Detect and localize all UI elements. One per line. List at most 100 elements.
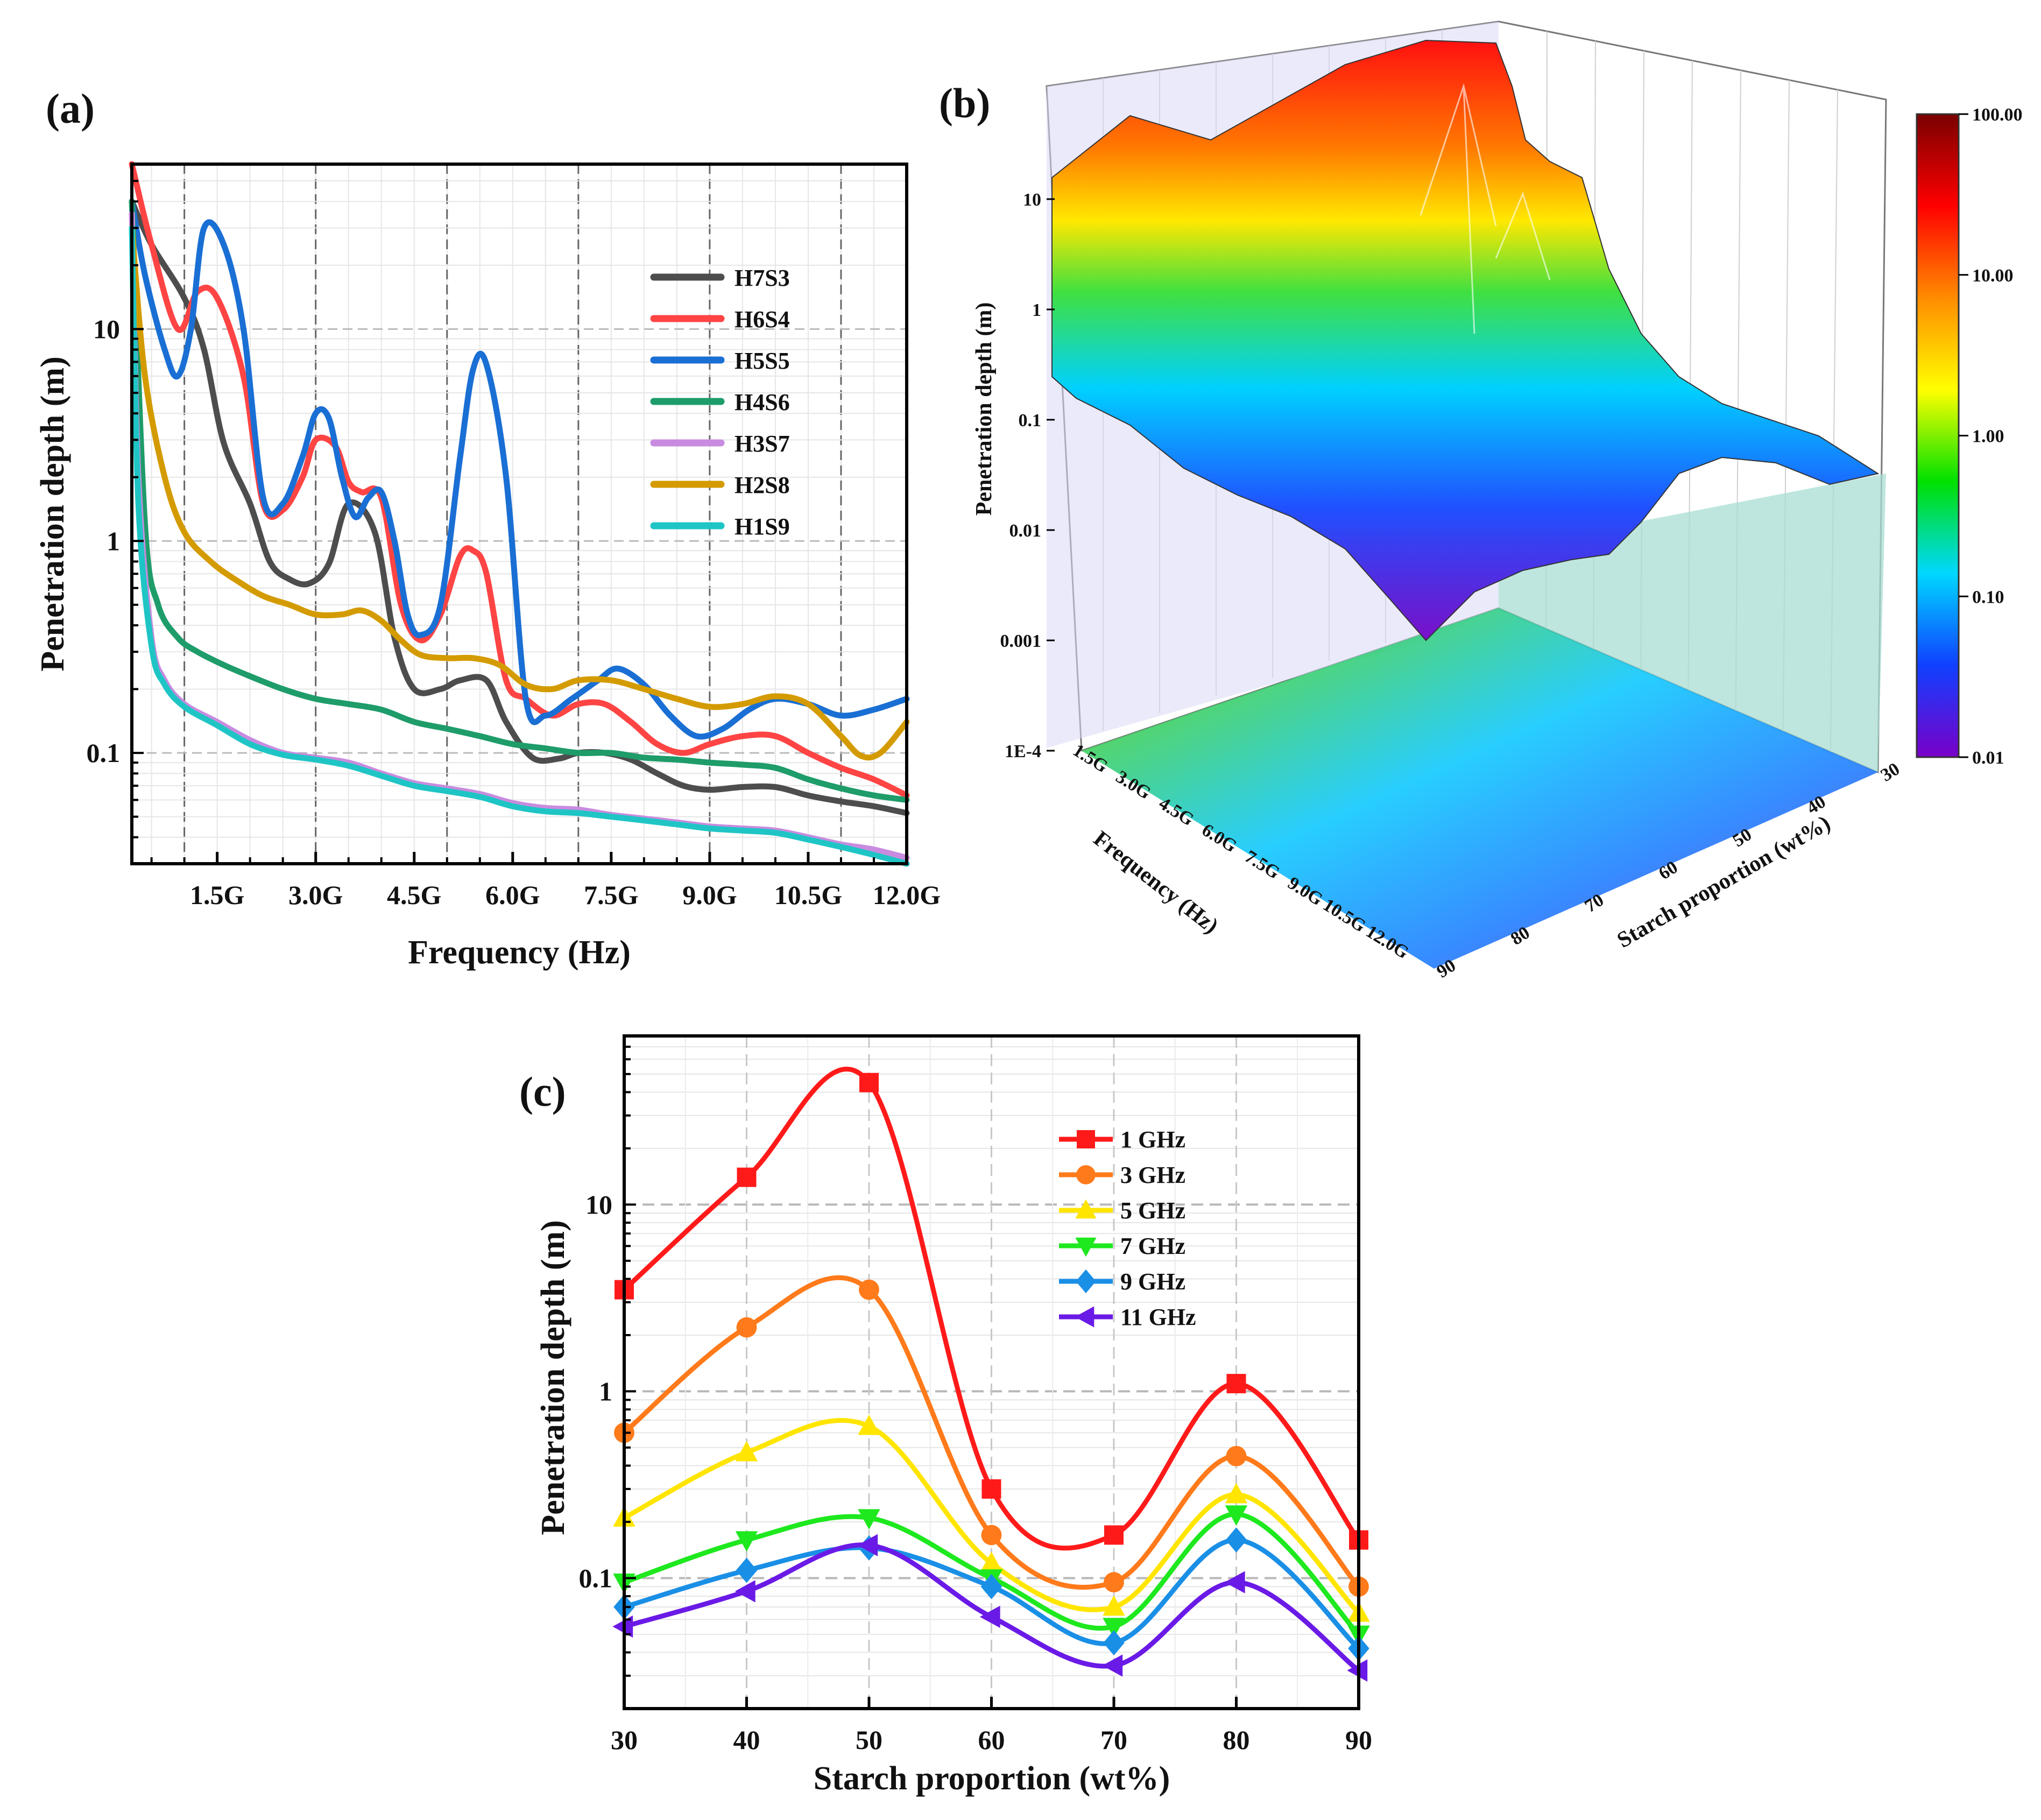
legend-marker xyxy=(1075,1199,1097,1219)
panel-a-ticks: 1.5G 3.0G 4.5G 6.0G 7.5G 9.0G 10.5G 12.0G 0.1 1 10 xyxy=(87,163,941,910)
z-tick-label: 0.01 xyxy=(1009,521,1042,541)
panel-a-legend: H7S3 H6S4 H5S5 H4S6 H3S7 H2S8 H1S9 xyxy=(650,265,790,540)
panel-b-surface xyxy=(1051,39,1880,641)
panel-c-ylabel: Penetration depth (m) xyxy=(535,1220,571,1535)
data-point xyxy=(1226,1445,1247,1466)
y-tick-label: 1 xyxy=(107,526,120,556)
panel-b-surface-peaks xyxy=(1419,83,1551,334)
colorbar-label: 10.00 xyxy=(1972,266,2014,286)
legend-marker xyxy=(1076,1165,1096,1184)
z-tick-label: 1E-4 xyxy=(1005,742,1041,761)
panel-c-label: (c) xyxy=(519,1068,566,1115)
legend-label: H1S9 xyxy=(735,513,790,540)
data-point xyxy=(1225,1505,1248,1526)
x-tick-label: 30 xyxy=(611,1725,638,1755)
panel-a: (a) 1.5G 3.0G 4.5G 6.0G 7.5G 9.0G 10.5G 12.0G 0.… xyxy=(34,85,941,971)
data-point xyxy=(735,1531,758,1552)
x-tick-label: 50 xyxy=(856,1725,882,1755)
legend-marker xyxy=(1077,1130,1095,1148)
colorbar-label: 100.00 xyxy=(1972,105,2023,125)
legend-label: H5S5 xyxy=(735,348,790,374)
panel-c-xlabel: Starch proportion (wt%) xyxy=(814,1760,1170,1797)
legend-label: H3S7 xyxy=(735,431,790,457)
panel-b-colorbar xyxy=(1916,113,1960,758)
series-line-h5s5 xyxy=(129,198,910,740)
panel-a-frame xyxy=(130,163,908,865)
legend-label: H7S3 xyxy=(735,265,790,291)
data-point xyxy=(735,1580,755,1603)
data-point xyxy=(859,1073,879,1092)
series-line-h1s9 xyxy=(129,225,910,867)
legend-marker xyxy=(1076,1269,1096,1294)
colorbar-label: 0.01 xyxy=(1972,748,2004,768)
data-point xyxy=(1225,1483,1248,1504)
x-tick-label: 1.5G xyxy=(190,880,244,910)
data-point xyxy=(736,1557,758,1583)
legend-label: H6S4 xyxy=(735,306,790,333)
z-tick-label: 1 xyxy=(1032,300,1041,320)
panel-c: (c) 30 40 50 60 70 80 90 0.1 1 10 Starch proporti… xyxy=(519,1034,1372,1797)
z-tick-label: 10 xyxy=(1023,190,1041,210)
legend-label: 1 GHz xyxy=(1120,1126,1185,1153)
colorbar-label: 0.10 xyxy=(1972,587,2004,607)
y-tick-label: 10 xyxy=(585,1189,612,1219)
legend-label: 5 GHz xyxy=(1120,1197,1185,1224)
data-point xyxy=(981,1525,1002,1546)
data-point xyxy=(1104,1572,1124,1593)
legend-label: H2S8 xyxy=(735,472,790,498)
data-point xyxy=(1225,1527,1247,1553)
x-tick-label: 80 xyxy=(1223,1725,1250,1755)
panel-a-xlabel: Frequency (Hz) xyxy=(408,934,631,971)
x-tick-label: 10.5G xyxy=(774,880,842,910)
data-point xyxy=(980,1551,1003,1572)
panel-a-series xyxy=(129,161,910,867)
data-point xyxy=(736,1317,757,1338)
legend-label: H4S6 xyxy=(735,389,790,415)
data-point xyxy=(1103,1618,1125,1639)
data-point xyxy=(1226,1374,1246,1394)
data-point xyxy=(858,1414,880,1435)
y-tick-label: 1 xyxy=(599,1376,612,1406)
panel-b-label: (b) xyxy=(939,80,990,126)
z-tick-label: 0.001 xyxy=(1000,631,1042,651)
legend-label: 11 GHz xyxy=(1120,1304,1196,1330)
data-point xyxy=(1224,1571,1245,1593)
series-line-h2s8 xyxy=(129,225,910,761)
panel-a-grid xyxy=(132,164,907,864)
data-point xyxy=(857,1534,878,1557)
y-tick-label: 30 xyxy=(1877,759,1903,785)
data-point xyxy=(1102,1654,1123,1677)
panel-c-ticks: 30 40 50 60 70 80 90 0.1 1 10 xyxy=(579,1035,1372,1755)
panel-a-ylabel: Penetration depth (m) xyxy=(34,356,71,671)
panel-b: (b) 1E-40.0010.010.11101.5G3.0G4.5G6.0G7… xyxy=(939,20,2023,982)
data-point xyxy=(979,1605,1000,1628)
series-line-h4s6 xyxy=(129,198,910,803)
panel-b-xlabel: Frequency (Hz) xyxy=(1089,826,1223,939)
x-tick-label: 70 xyxy=(1100,1725,1127,1755)
y-tick-label: 10 xyxy=(93,314,120,344)
data-point xyxy=(737,1167,757,1187)
legend-marker xyxy=(1075,1306,1094,1328)
x-tick-label: 6.0G xyxy=(485,880,540,910)
data-point xyxy=(859,1279,879,1300)
x-tick-label: 40 xyxy=(733,1725,760,1755)
x-tick-label: 9.0G xyxy=(682,880,737,910)
y-tick-label: 0.1 xyxy=(579,1563,613,1593)
x-tick-label: 3.0G xyxy=(288,880,343,910)
data-point xyxy=(1104,1525,1124,1545)
x-tick-label: 4.5G xyxy=(387,880,441,910)
data-point xyxy=(1103,1630,1125,1656)
data-point xyxy=(980,1574,1002,1599)
data-point xyxy=(735,1441,758,1462)
data-point xyxy=(1103,1595,1125,1616)
legend-label: 9 GHz xyxy=(1120,1268,1185,1295)
y-tick-label: 0.1 xyxy=(87,738,121,768)
x-tick-label: 7.5G xyxy=(584,880,638,910)
panel-c-legend: 1 GHz 3 GHz 5 GHz 7 GHz 9 GHz 11 GHz xyxy=(1059,1126,1196,1330)
panel-b-zlabel: Penetration depth (m) xyxy=(972,302,997,516)
data-point xyxy=(858,1509,880,1530)
legend-marker xyxy=(1075,1237,1097,1257)
x-tick-label: 60 xyxy=(978,1725,1005,1755)
colorbar-label: 1.00 xyxy=(1972,427,2004,447)
